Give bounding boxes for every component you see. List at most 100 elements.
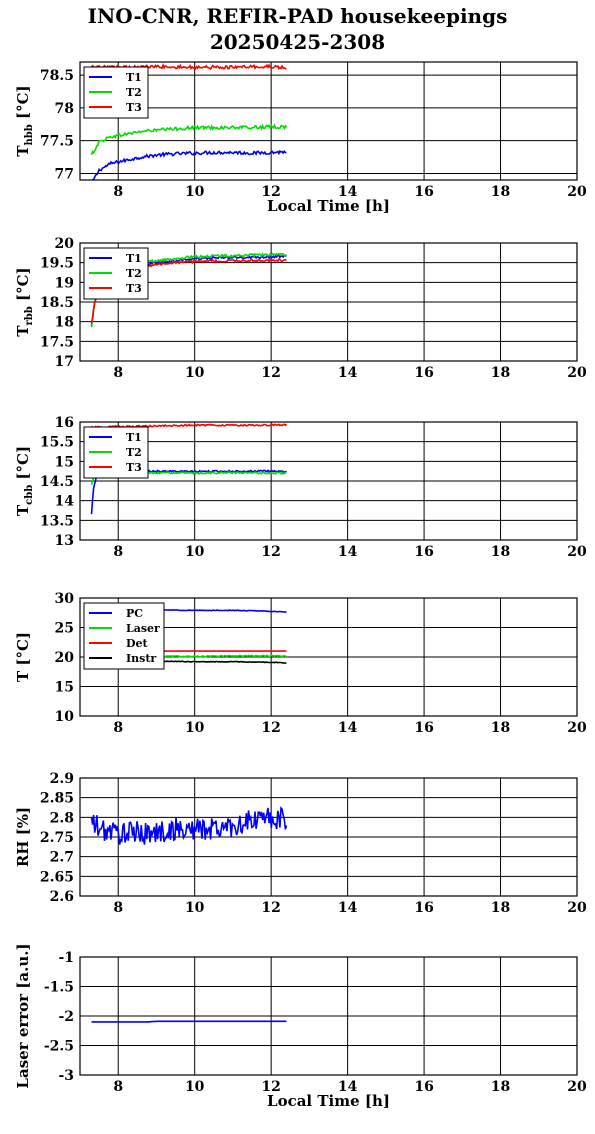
y-tick-label: 13 [55,533,74,549]
x-tick-label: 16 [414,544,433,560]
x-tick-label: 12 [261,1079,280,1095]
legend-label: T2 [126,86,142,99]
x-tick-label: 14 [338,184,358,200]
x-tick-label: 10 [185,720,205,736]
x-tick-label: 18 [491,365,510,381]
x-tick-label: 10 [185,184,205,200]
series-group [91,1020,287,1023]
y-tick-label: 18.5 [40,295,74,311]
x-tick-label: 8 [113,184,123,200]
y-tick-label: 20 [55,236,75,252]
x-tick-label: 12 [261,900,280,916]
legend: PC Laser Det Instr [83,602,165,670]
y-tick-label: 19.5 [40,256,74,272]
legend: T1 T2 T3 [83,66,149,119]
series-line-t3 [90,62,287,71]
y-tick-label: 2.75 [40,830,74,846]
plot-frame [79,242,578,362]
y-axis-label: Trbb [°C] [14,267,35,336]
series-group [90,806,288,845]
y-tick-label: 2.85 [40,791,74,807]
series-line-t2 [90,123,288,155]
y-tick-label: 77 [55,166,74,182]
legend-label: T2 [126,267,142,280]
y-tick-label: 17 [55,354,74,370]
x-tick-label: 18 [491,900,510,916]
y-tick-label: 15 [55,454,74,470]
x-tick-label: 20 [567,184,587,200]
legend-label: T3 [126,461,142,474]
x-tick-label: 20 [567,544,587,560]
legend-label: PC [126,607,143,620]
y-axis-label: Tcbb [°C] [14,446,35,516]
y-tick-label: 30 [55,591,75,607]
series-line-t1 [91,149,287,180]
y-tick-label: 13.5 [40,513,74,529]
y-tick-label: 17.5 [40,334,74,350]
x-tick-label: 12 [261,720,280,736]
y-tick-label: 15.5 [40,435,74,451]
plot-frame [79,421,578,541]
x-tick-label: 18 [491,544,510,560]
figure-title: INO-CNR, REFIR-PAD housekeepings [87,4,508,28]
x-tick-label: 20 [567,900,587,916]
x-tick-label: 16 [414,720,433,736]
y-tick-label: -1.5 [44,980,74,996]
legend-label: Laser [126,622,160,635]
series-line-data [90,806,288,845]
x-tick-label: 10 [185,365,205,381]
y-tick-label: 18 [55,315,74,331]
y-tick-label: 25 [55,621,74,637]
figure-subtitle: 20250425-2308 [209,30,386,54]
x-tick-label: 16 [414,900,433,916]
y-tick-label: -3 [58,1068,74,1084]
y-tick-label: 10 [55,709,75,725]
x-tick-label: 20 [567,720,587,736]
y-tick-label: 77.5 [40,134,74,150]
x-tick-label: 14 [338,1079,358,1095]
x-tick-label: 10 [185,900,205,916]
y-tick-label: 20 [55,650,75,666]
chart-panel-laser: 8 10 12 14 16 18 20 -3 -2.5 -2 -1.5 -1 Local Time [h… [14,943,587,1110]
x-tick-label: 10 [185,1079,205,1095]
chart-panel-rh: 8 10 12 14 16 18 20 2.6 2.65 2.7 2.75 2.8 2.85 2.9 RH … [14,771,587,916]
x-axis-label: Local Time [h] [267,197,390,215]
y-axis-label: Laser error [a.u.] [14,943,32,1088]
legend-label: Det [126,637,149,650]
x-tick-label: 14 [338,900,358,916]
x-tick-label: 8 [113,900,123,916]
y-tick-label: 2.7 [50,850,74,866]
x-tick-label: 20 [567,1079,587,1095]
legend-label: T3 [126,101,142,114]
x-tick-label: 8 [113,720,123,736]
y-tick-label: 19 [55,275,74,291]
x-tick-label: 18 [491,184,510,200]
x-tick-label: 8 [113,544,123,560]
series-line-data [91,1020,287,1023]
x-tick-label: 8 [113,365,123,381]
y-tick-label: 78 [55,101,74,117]
legend: T1 T2 T3 [83,426,149,479]
legend-label: T1 [126,252,142,265]
chart-panel-cbb: 8 10 12 14 16 18 20 13 13.5 14 14.5 15 15.5 16 Tcbb [°… [14,415,587,560]
legend: T1 T2 T3 [83,247,149,300]
x-tick-label: 14 [338,544,358,560]
y-tick-label: -2.5 [44,1039,74,1055]
y-tick-label: 16 [55,415,74,431]
y-tick-label: 14.5 [40,474,74,490]
x-tick-label: 18 [491,1079,510,1095]
plot-frame [79,777,578,897]
x-tick-label: 16 [414,184,433,200]
chart-panel-hbb: 8 10 12 14 16 18 20 77 77.5 78 78.5 Local Time [h] T… [14,61,587,215]
x-tick-label: 20 [567,365,587,381]
x-tick-label: 18 [491,720,510,736]
x-tick-label: 16 [414,365,433,381]
y-axis-label: Thbb [°C] [14,85,35,156]
y-tick-label: 2.8 [50,810,74,826]
x-tick-label: 14 [338,365,358,381]
y-tick-label: -1 [58,950,74,966]
chart-panel-temps: 8 10 12 14 16 18 20 10 15 20 25 30 T [°C] PC Laser Det I… [14,591,587,736]
legend-label: T1 [126,71,142,84]
y-tick-label: 78.5 [40,68,74,84]
